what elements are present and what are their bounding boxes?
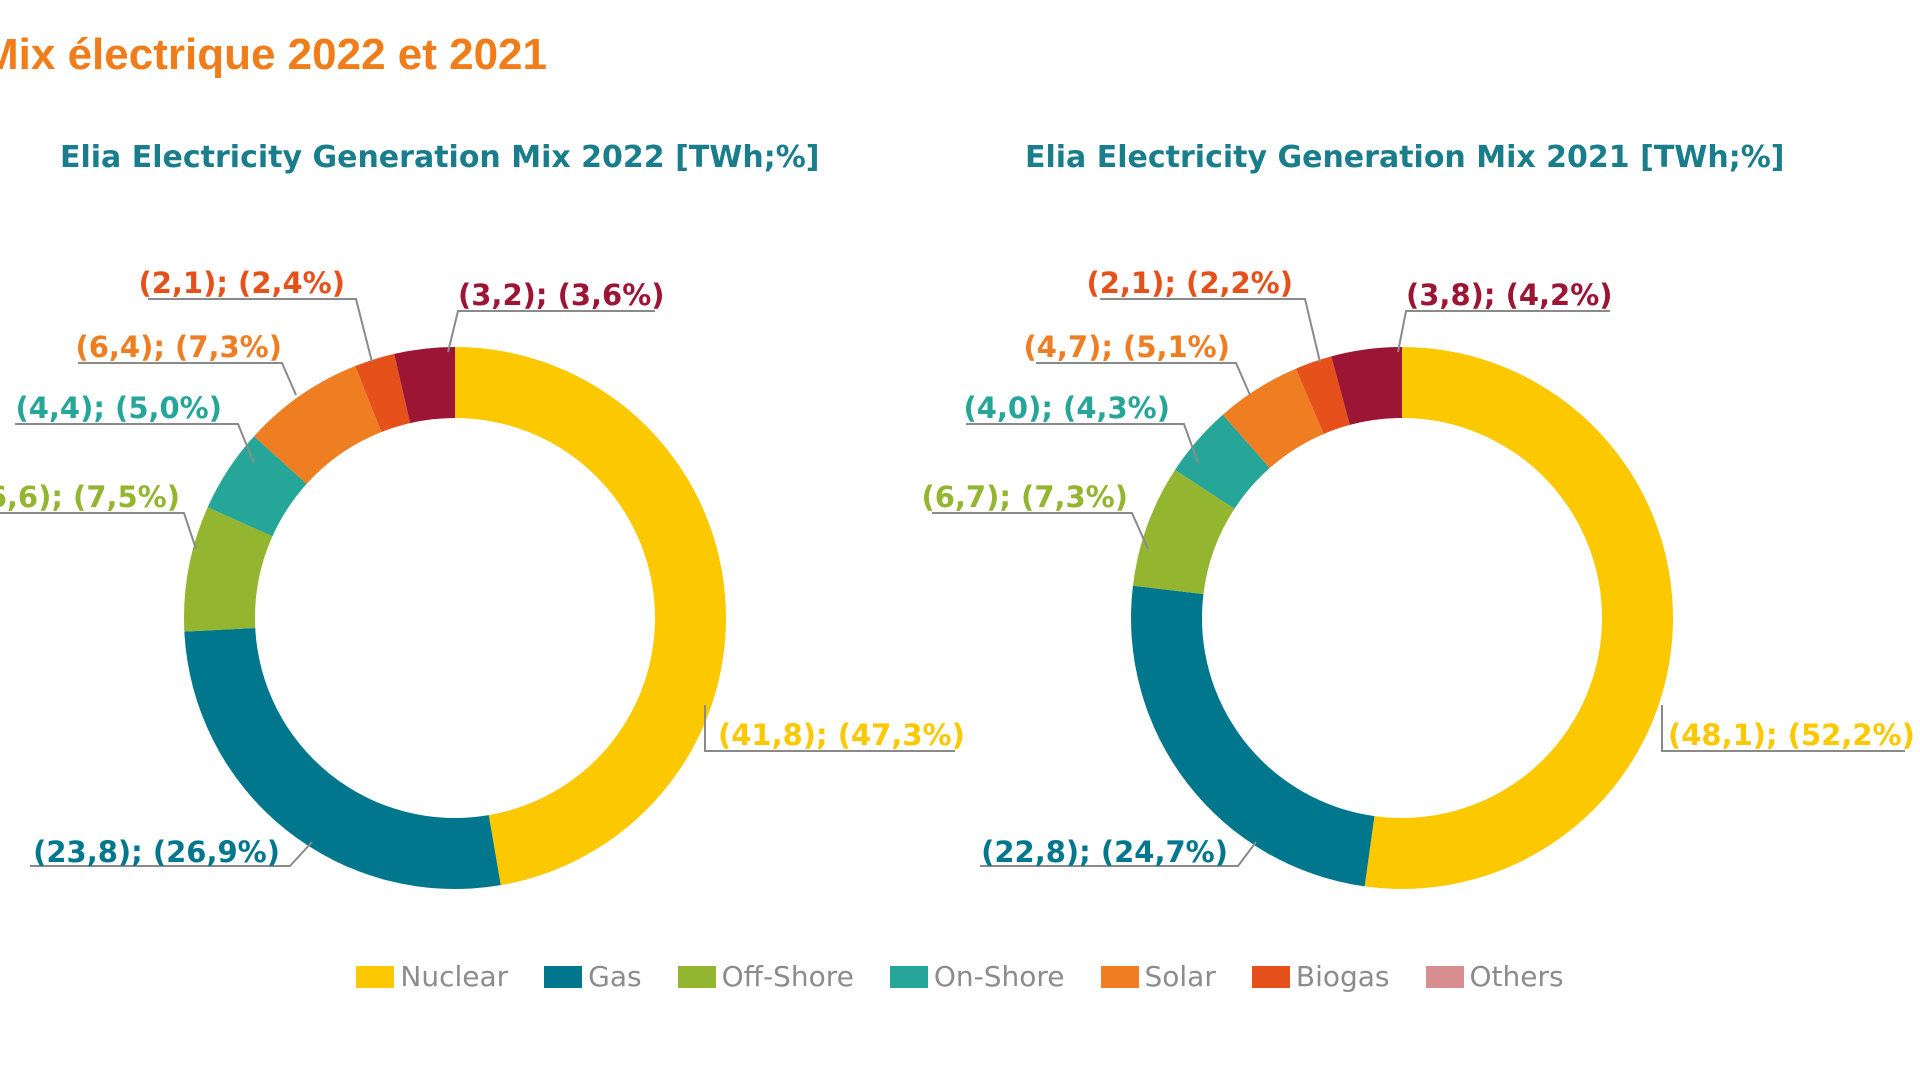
data-label-others: (3,2); (3,6%) xyxy=(458,278,665,312)
legend-swatch-gas xyxy=(544,965,583,988)
legend-label: Gas xyxy=(588,960,642,993)
slice-on-shore xyxy=(1175,414,1270,509)
leader-line-on-shore xyxy=(15,423,255,464)
chart-legend: Nuclear Gas Off-Shore On-Shore Solar Biogas Ot… xyxy=(0,960,1920,993)
slice-gas xyxy=(1131,585,1375,887)
data-label-off-shore: (6,6); (7,5%) xyxy=(0,480,180,514)
legend-swatch-nuclear xyxy=(356,965,395,988)
legend-label: Others xyxy=(1469,960,1564,993)
legend-swatch-others xyxy=(1425,965,1464,988)
leader-line-nuclear xyxy=(1661,705,1905,752)
data-label-biogas: (2,1); (2,4%) xyxy=(138,266,345,300)
legend-label: On-Shore xyxy=(933,960,1065,993)
legend-item-biogas: Biogas xyxy=(1251,960,1390,993)
leader-line-solar xyxy=(78,362,297,396)
data-label-biogas: (2,1); (2,2%) xyxy=(1086,266,1293,300)
data-label-solar: (4,7); (5,1%) xyxy=(1023,330,1230,364)
slice-nuclear xyxy=(1364,347,1673,889)
leader-line-biogas xyxy=(148,298,373,363)
legend-swatch-biogas xyxy=(1251,965,1290,988)
leader-line-off-shore xyxy=(0,512,197,550)
leader-line-gas xyxy=(30,841,313,867)
donut-chart-1: Elia Electricity Generation Mix 2022 [TW… xyxy=(0,140,965,890)
legend-label: Solar xyxy=(1144,960,1216,993)
slice-on-shore xyxy=(207,436,307,537)
legend-swatch-solar xyxy=(1100,965,1139,988)
donut-chart-2: Elia Electricity Generation Mix 2021 [TW… xyxy=(921,140,1915,889)
data-label-others: (3,8); (4,2%) xyxy=(1406,278,1613,312)
slice-solar xyxy=(253,366,382,484)
leader-line-solar xyxy=(1036,362,1251,396)
data-label-off-shore: (6,7); (7,3%) xyxy=(921,480,1128,514)
chart-title: Elia Electricity Generation Mix 2022 [TW… xyxy=(60,140,820,175)
legend-item-others: Others xyxy=(1425,960,1564,993)
data-label-on-shore: (4,0); (4,3%) xyxy=(963,391,1170,425)
legend-swatch-off-shore xyxy=(677,965,716,988)
chart-title: Elia Electricity Generation Mix 2021 [TW… xyxy=(1025,140,1785,175)
data-label-on-shore: (4,4); (5,0%) xyxy=(15,391,222,425)
slice-off-shore xyxy=(1132,469,1235,595)
leader-line-others xyxy=(447,310,655,353)
slice-nuclear xyxy=(455,347,727,886)
legend-item-solar: Solar xyxy=(1100,960,1216,993)
leader-line-off-shore xyxy=(932,512,1149,550)
leader-line-nuclear xyxy=(704,705,955,752)
slice-gas xyxy=(184,628,501,890)
legend-label: Off-Shore xyxy=(721,960,854,993)
slice-others xyxy=(1331,347,1402,425)
data-label-nuclear: (48,1); (52,2%) xyxy=(1668,718,1915,752)
data-label-gas: (22,8); (24,7%) xyxy=(981,835,1228,869)
data-label-gas: (23,8); (26,9%) xyxy=(33,835,280,869)
slice-others xyxy=(394,347,455,424)
data-label-nuclear: (41,8); (47,3%) xyxy=(718,718,965,752)
legend-swatch-on-shore xyxy=(889,965,928,988)
page-title: Mix électrique 2022 et 2021 xyxy=(0,30,547,79)
slice-biogas xyxy=(355,353,411,433)
data-label-solar: (6,4); (7,3%) xyxy=(75,330,282,364)
leader-line-biogas xyxy=(1100,298,1321,363)
leader-line-gas xyxy=(980,841,1257,867)
legend-item-gas: Gas xyxy=(544,960,642,993)
legend-label: Biogas xyxy=(1295,960,1390,993)
leader-line-others xyxy=(1397,310,1610,353)
legend-item-off-shore: Off-Shore xyxy=(677,960,854,993)
slice-solar xyxy=(1222,368,1324,468)
leader-line-on-shore xyxy=(966,423,1199,464)
slice-biogas xyxy=(1295,356,1350,434)
legend-label: Nuclear xyxy=(400,960,509,993)
legend-item-on-shore: On-Shore xyxy=(889,960,1065,993)
legend-item-nuclear: Nuclear xyxy=(356,960,508,993)
slice-off-shore xyxy=(184,507,273,632)
